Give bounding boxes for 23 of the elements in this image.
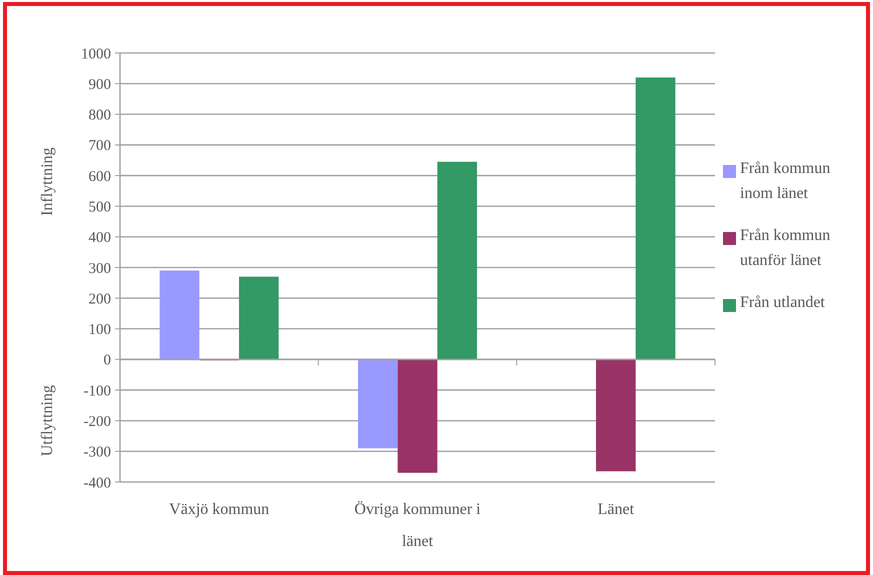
y-tick-label: 900 <box>88 76 111 93</box>
x-tick-label: Länet <box>598 501 635 518</box>
legend-label: Från kommun utanför länet <box>740 227 830 269</box>
y-tick-label: 1000 <box>81 46 111 62</box>
x-tick-label: Övriga kommuner i länet <box>354 501 482 550</box>
y-tick-label: -300 <box>84 444 111 461</box>
y-tick-label: 700 <box>88 138 111 154</box>
y-tick-label: -200 <box>84 414 111 430</box>
y-axis-title: Inflyttning <box>39 147 56 216</box>
y-tick-label: 300 <box>88 260 111 277</box>
y-tick-label: 500 <box>88 199 111 216</box>
y-tick-label: 0 <box>104 352 111 369</box>
y-tick-label: -100 <box>84 383 111 400</box>
legend-label: Från utlandet <box>740 294 826 311</box>
y-tick-label: 800 <box>88 108 111 124</box>
y-tick-label: 600 <box>88 168 111 185</box>
x-tick-label: Växjö kommun <box>169 501 270 518</box>
y-tick-label: 400 <box>88 230 111 246</box>
y-tick-label: -400 <box>84 475 111 492</box>
legend-label: Från kommun inom länet <box>740 160 830 202</box>
y-tick-label: 200 <box>88 291 111 308</box>
y-tick-label: 100 <box>88 322 111 338</box>
text: Utflyttning <box>39 385 56 456</box>
